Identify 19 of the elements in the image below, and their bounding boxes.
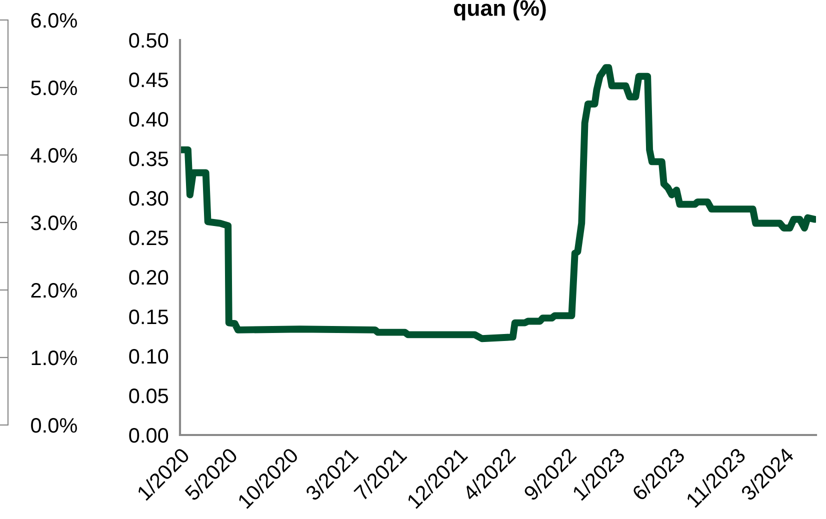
y-tick-label: 0.15 [129,310,168,324]
y2-tick-label: 2.0% [31,283,77,298]
y-tick-label: 0.25 [129,230,168,246]
y2-tick-label: 5.0% [31,80,77,96]
y-tick-label: 0.35 [129,152,168,166]
y-tick-label: 0.40 [129,112,168,127]
y-tick-label: 0.10 [129,349,168,364]
chart-title: quan (%) [454,0,546,20]
y2-tick-label: 0.0% [31,418,77,433]
y2-tick-label: 1.0% [32,350,77,366]
y-tick-label: 0.30 [129,191,168,206]
y2-tick-label: 6.0% [31,13,77,28]
y-tick-label: 0.00 [129,428,168,443]
y2-tick-label: 4.0% [30,148,77,163]
y2-tick-label: 3.0% [31,216,77,230]
y-tick-label: 0.45 [129,72,168,88]
y-tick-label: 0.05 [129,388,168,404]
y-tick-label: 0.20 [129,270,168,285]
y-tick-label: 0.50 [129,33,168,48]
